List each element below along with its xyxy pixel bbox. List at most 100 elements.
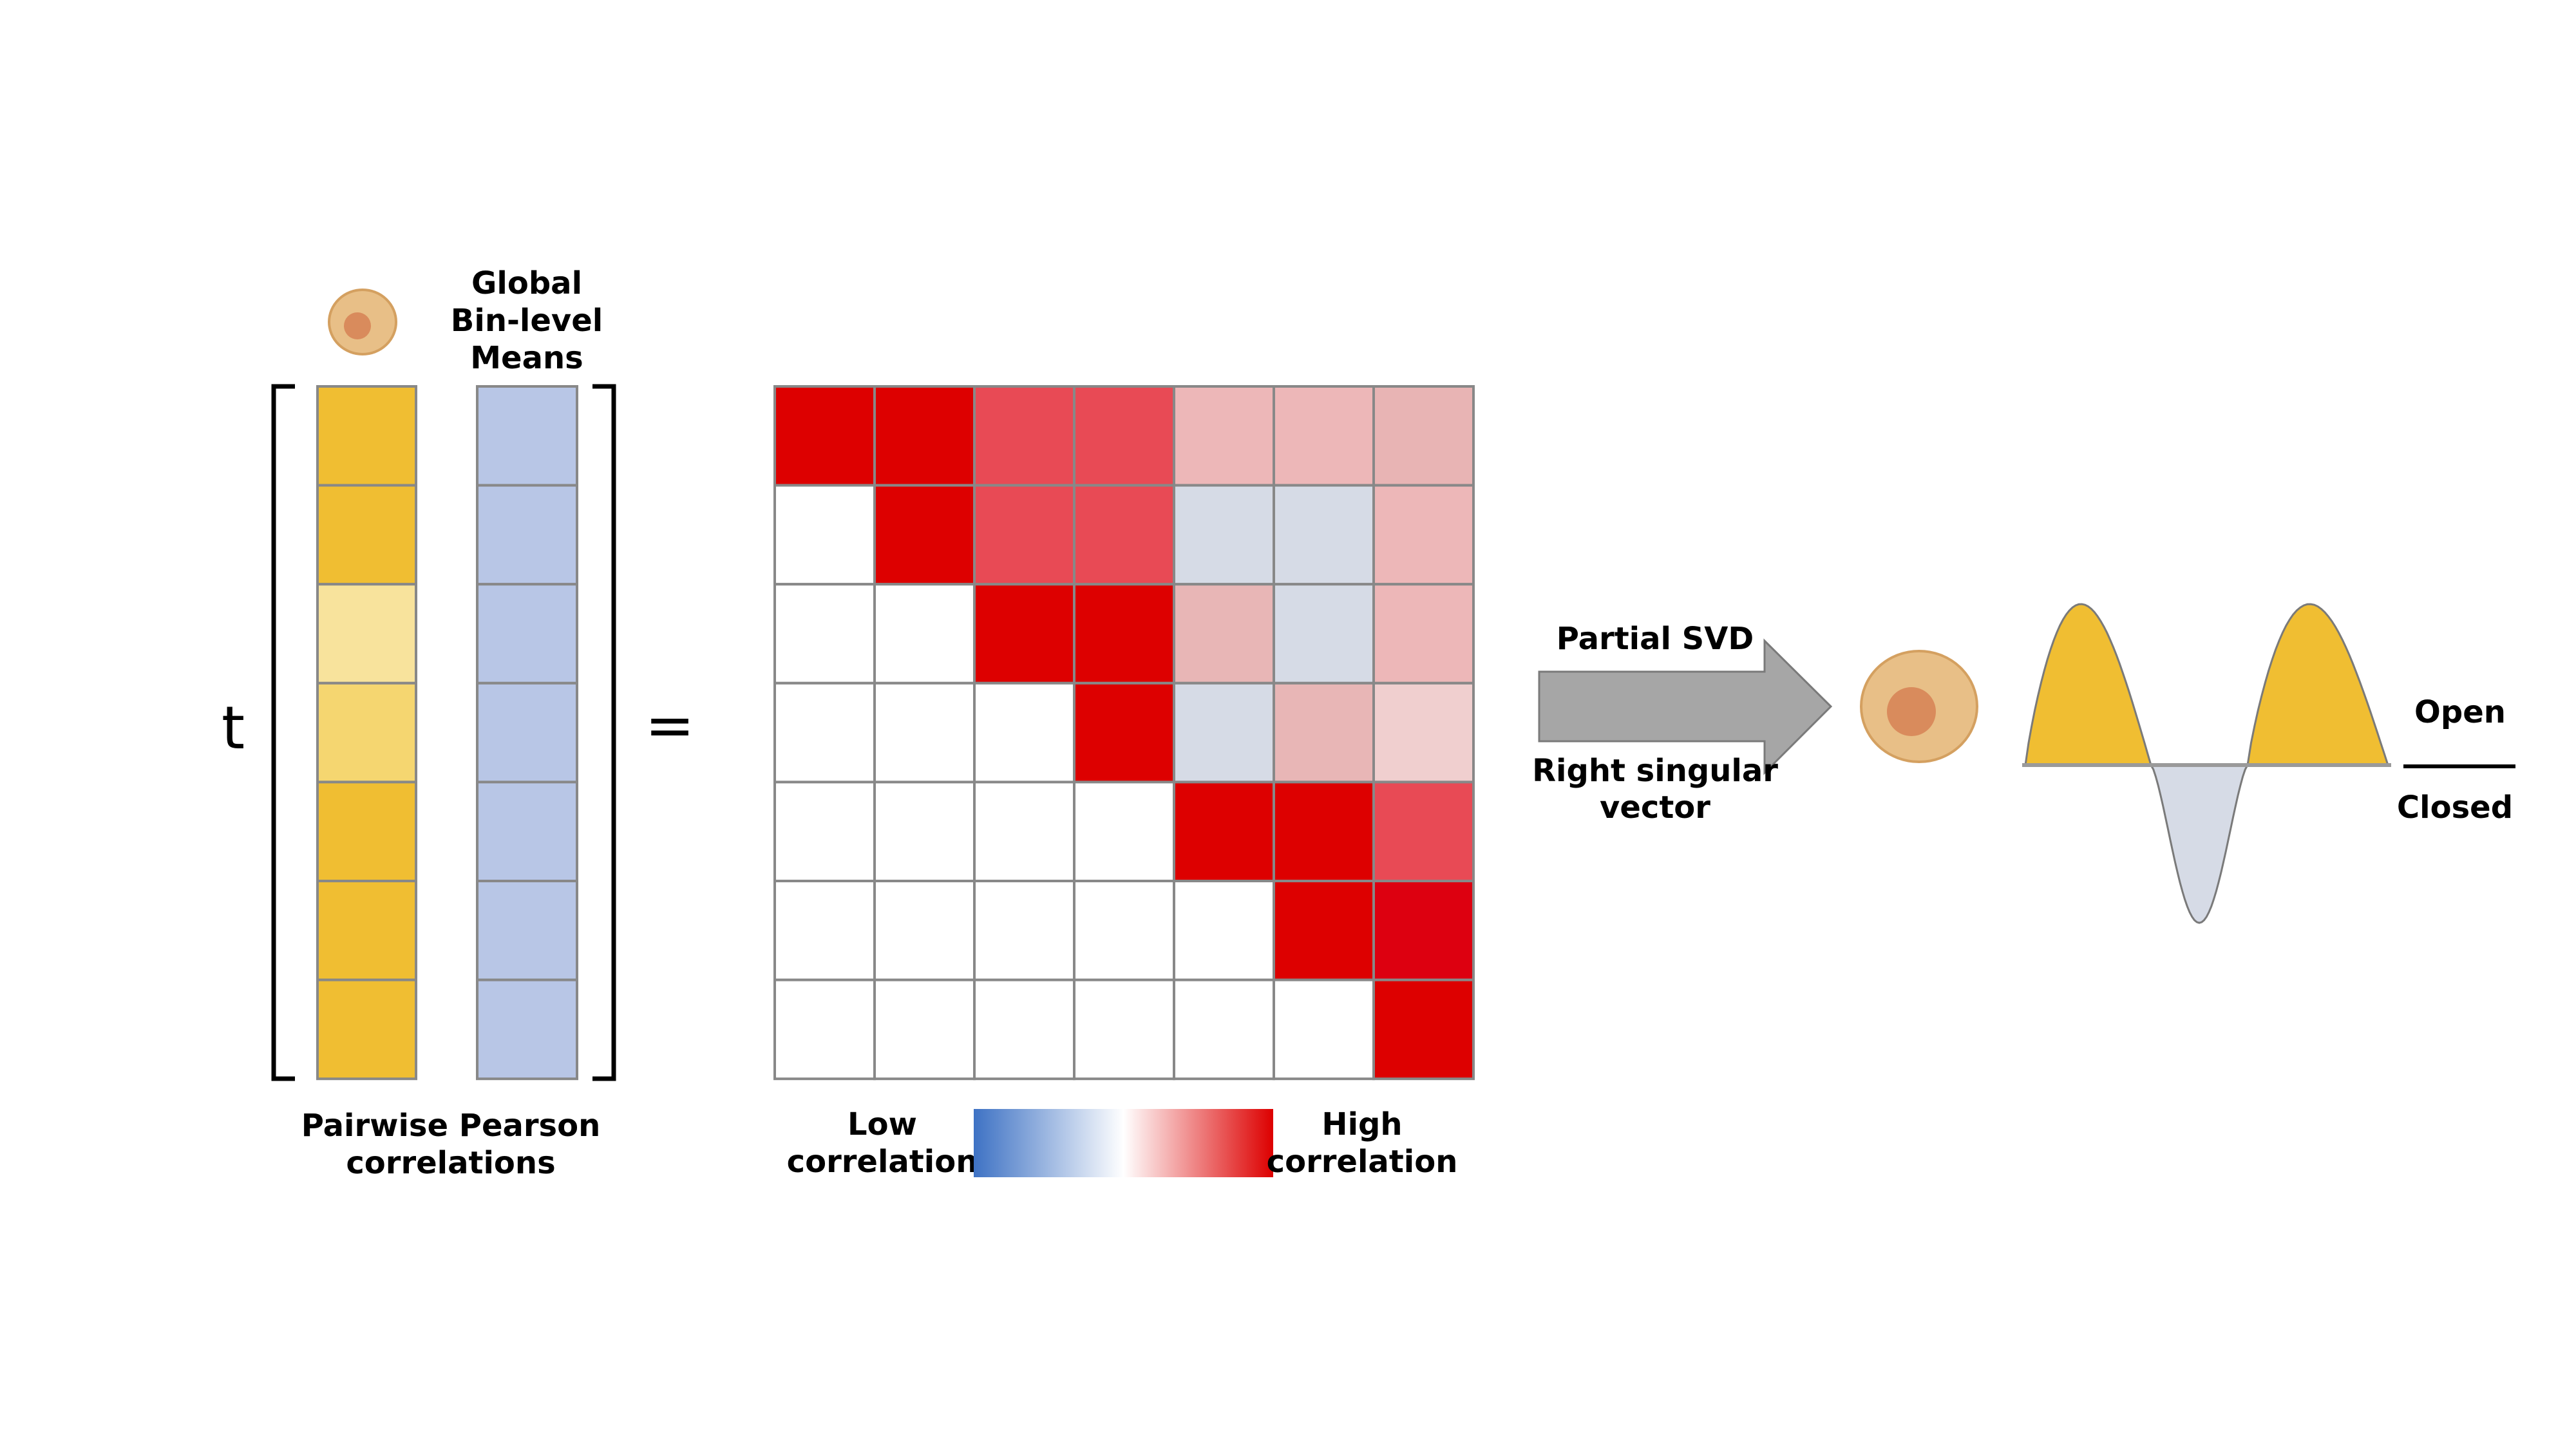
- matrix-cell: [773, 880, 876, 981]
- matrix-cell: [1073, 484, 1175, 586]
- global-means-line-2: Bin-level: [451, 303, 603, 339]
- open-closed-key: Open Closed: [2397, 694, 2515, 826]
- matrix-cell: [1073, 385, 1175, 487]
- arrow-label-top: Partial SVD: [1557, 621, 1754, 657]
- left-bracket: [271, 384, 295, 1081]
- matrix-cell: [1173, 781, 1275, 883]
- cell-nucleus: [1887, 687, 1936, 736]
- matrix-cell: [1372, 484, 1475, 586]
- transpose-symbol: t: [222, 694, 245, 762]
- matrix-cell: [1372, 583, 1475, 685]
- closed-label: Closed: [2397, 790, 2513, 826]
- matrix-cell: [1073, 583, 1175, 685]
- svd-arrow: Partial SVD Right singular vector: [1532, 621, 1833, 826]
- arrow-label-bottom-2: vector: [1600, 790, 1710, 826]
- legend-low-line-1: Low: [848, 1106, 917, 1142]
- correlation-legend: Low correlation High correlation: [787, 1106, 1458, 1180]
- global-means-vector: [476, 385, 578, 1081]
- legend-low-line-2: correlation: [787, 1144, 978, 1180]
- matrix-cell: [973, 880, 1075, 981]
- matrix-cell: [873, 681, 976, 784]
- cell-icon-right: [1860, 650, 1978, 763]
- correlation-vector-cell: [316, 385, 417, 487]
- mean-vector-cell: [476, 880, 578, 981]
- correlation-vector-cell: [316, 484, 417, 586]
- right-singular-vector-profile: [2022, 603, 2391, 924]
- arrow-label-bottom-1: Right singular: [1532, 753, 1778, 789]
- matrix-cell: [1173, 583, 1275, 685]
- open-peak: [2024, 603, 2153, 766]
- pairwise-line-1: Pairwise Pearson: [301, 1108, 601, 1144]
- matrix-cell: [773, 781, 876, 883]
- matrix-cell: [873, 880, 976, 981]
- mean-vector-cell: [476, 583, 578, 685]
- closed-trough: [2149, 764, 2249, 924]
- matrix-cell: [773, 484, 876, 586]
- matrix-cell: [773, 978, 876, 1081]
- correlation-vector-cell: [316, 583, 417, 685]
- cell-nucleus: [344, 312, 371, 339]
- cell-icon-left: [328, 289, 397, 355]
- correlation-vector-cell: [316, 681, 417, 784]
- matrix-cell: [1073, 880, 1175, 981]
- pairwise-correlation-vector: [316, 385, 417, 1081]
- matrix-cell: [1073, 781, 1175, 883]
- matrix-cell: [1073, 681, 1175, 784]
- global-means-title: Global Bin-level Means: [451, 265, 603, 376]
- matrix-cell: [1372, 978, 1475, 1081]
- correlation-vector-cell: [316, 978, 417, 1081]
- matrix-cell: [973, 978, 1075, 1081]
- matrix-cell: [773, 385, 876, 487]
- matrix-cell: [1372, 385, 1475, 487]
- matrix-cell: [1273, 681, 1375, 784]
- mean-vector-cell: [476, 978, 578, 1081]
- pairwise-label: Pairwise Pearson correlations: [301, 1108, 601, 1181]
- pairwise-line-2: correlations: [346, 1145, 555, 1181]
- matrix-cell: [873, 484, 976, 586]
- matrix-cell: [1073, 978, 1175, 1081]
- matrix-cell: [973, 484, 1075, 586]
- mean-vector-cell: [476, 681, 578, 784]
- matrix-cell: [973, 583, 1075, 685]
- mean-vector-cell: [476, 484, 578, 586]
- matrix-cell: [873, 385, 976, 487]
- right-bracket: [592, 384, 616, 1081]
- arrow-shape: [1538, 638, 1833, 775]
- matrix-cell: [1372, 880, 1475, 981]
- matrix-cell: [1173, 880, 1275, 981]
- open-label: Open: [2414, 694, 2506, 730]
- matrix-cell: [1273, 385, 1375, 487]
- matrix-cell: [873, 583, 976, 685]
- matrix-cell: [973, 681, 1075, 784]
- matrix-cell: [773, 681, 876, 784]
- matrix-cell: [1173, 385, 1275, 487]
- global-means-line-3: Means: [470, 340, 583, 376]
- matrix-cell: [973, 781, 1075, 883]
- mean-vector-cell: [476, 385, 578, 487]
- global-means-line-1: Global: [471, 265, 582, 301]
- correlation-vector-cell: [316, 781, 417, 883]
- matrix-cell: [1273, 978, 1375, 1081]
- open-peak: [2246, 603, 2390, 766]
- matrix-cell: [1173, 978, 1275, 1081]
- matrix-cell: [773, 583, 876, 685]
- matrix-cell: [973, 385, 1075, 487]
- mean-vector-cell: [476, 781, 578, 883]
- matrix-cell: [1273, 880, 1375, 981]
- matrix-cell: [873, 978, 976, 1081]
- matrix-cell: [1273, 583, 1375, 685]
- matrix-cell: [1273, 484, 1375, 586]
- legend-high-line-2: correlation: [1267, 1144, 1458, 1180]
- colorbar: [974, 1109, 1273, 1177]
- matrix-cell: [1273, 781, 1375, 883]
- legend-high-line-1: High: [1321, 1106, 1402, 1142]
- matrix-cell: [873, 781, 976, 883]
- matrix-cell: [1173, 484, 1275, 586]
- matrix-cell: [1372, 681, 1475, 784]
- correlation-vector-cell: [316, 880, 417, 981]
- equals-sign: =: [645, 691, 694, 760]
- matrix-cell: [1372, 781, 1475, 883]
- matrix-cell: [1173, 681, 1275, 784]
- correlation-matrix: [773, 385, 1475, 1081]
